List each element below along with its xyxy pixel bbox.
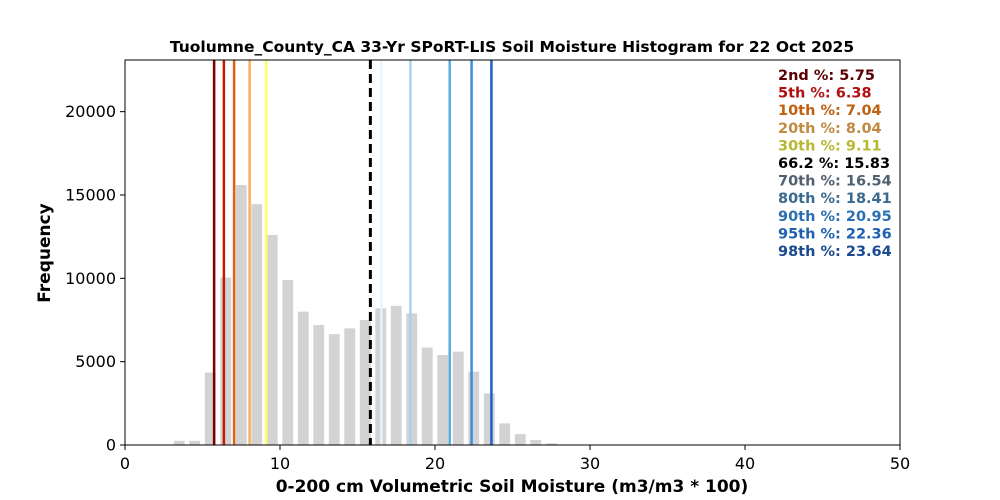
histogram-bar [390, 305, 402, 445]
y-tick-label: 10000 [65, 269, 116, 288]
y-axis-ticks: 0 5000 10000 15000 20000 [65, 102, 125, 455]
legend-entry: 30th %: 9.11 [778, 138, 882, 154]
histogram-bar [328, 334, 340, 445]
histogram-bar [468, 371, 480, 445]
histogram-bar [251, 204, 263, 445]
legend-entry: 80th %: 18.41 [778, 191, 892, 207]
histogram-bar [359, 320, 371, 445]
y-axis-label: Frequency [35, 203, 55, 303]
histogram-bar [483, 393, 495, 445]
histogram-bar [282, 280, 294, 445]
histogram-bar [545, 443, 557, 445]
histogram-bar [452, 351, 464, 445]
x-axis-ticks: 0 10 20 30 40 50 [120, 445, 910, 473]
histogram-bar [266, 235, 278, 445]
histogram-bar [514, 434, 526, 445]
histogram-bar [173, 440, 185, 445]
y-tick-label: 20000 [65, 102, 116, 121]
x-tick-label: 10 [270, 454, 290, 473]
histogram-bar [499, 423, 511, 445]
x-tick-label: 40 [735, 454, 755, 473]
x-axis-label: 0-200 cm Volumetric Soil Moisture (m3/m3… [276, 477, 749, 497]
histogram-bars [173, 185, 557, 445]
legend-entry: 2nd %: 5.75 [778, 68, 875, 84]
histogram-bar [235, 185, 247, 445]
histogram-bar [313, 325, 325, 445]
histogram-bar [204, 372, 216, 445]
x-tick-label: 20 [425, 454, 445, 473]
legend-entry: 95th %: 22.36 [778, 226, 892, 242]
legend-entry: 70th %: 16.54 [778, 174, 892, 190]
legend-entry: 90th %: 20.95 [778, 209, 892, 225]
y-tick-label: 5000 [75, 352, 116, 371]
y-tick-label: 0 [106, 436, 116, 455]
histogram-bar [530, 440, 542, 445]
legend-entry: 10th %: 7.04 [778, 103, 882, 119]
chart-title: Tuolumne_County_CA 33-Yr SPoRT-LIS Soil … [170, 38, 854, 56]
histogram-bar [297, 311, 309, 445]
x-tick-label: 30 [580, 454, 600, 473]
histogram-bar [406, 313, 418, 445]
histogram-bar [437, 355, 449, 445]
x-tick-label: 50 [890, 454, 910, 473]
percentile-lines [212, 60, 493, 445]
histogram-bar [421, 347, 433, 445]
legend-entry: 5th %: 6.38 [778, 86, 872, 102]
y-tick-label: 15000 [65, 186, 116, 205]
histogram-bar [344, 328, 356, 445]
histogram-bar [189, 440, 201, 445]
plot-frame [124, 59, 901, 446]
legend-entry: 66.2 %: 15.83 [778, 156, 890, 172]
legend-entry: 98th %: 23.64 [778, 244, 892, 260]
histogram-bar [220, 277, 232, 445]
legend-entry: 20th %: 8.04 [778, 121, 882, 137]
x-tick-label: 0 [120, 454, 130, 473]
